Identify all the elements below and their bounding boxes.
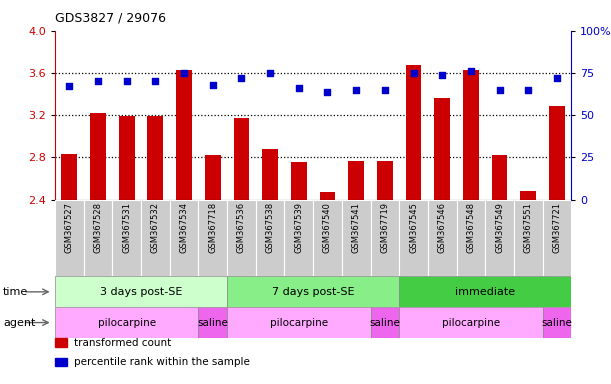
Point (351, 87, 361, 93)
Bar (55, 338, 67, 347)
Bar (147, 116, 163, 200)
Bar (291, 162, 307, 200)
Point (294, 85, 304, 91)
Point (437, 71, 447, 78)
Bar (84, 200, 112, 276)
Point (179, 70, 189, 76)
Bar (233, 118, 249, 200)
Bar (141, 200, 170, 276)
Bar (313, 200, 342, 276)
Bar (55, 358, 67, 366)
Text: GSM367541: GSM367541 (352, 202, 360, 253)
Text: immediate: immediate (455, 287, 515, 297)
Bar (399, 276, 571, 307)
Text: GSM367721: GSM367721 (552, 202, 562, 253)
Point (122, 78, 131, 84)
Text: GSM367546: GSM367546 (437, 202, 447, 253)
Bar (55, 200, 84, 276)
Text: pilocarpine: pilocarpine (442, 318, 500, 328)
Text: GSM367549: GSM367549 (495, 202, 504, 253)
Bar (227, 276, 399, 307)
Text: GSM367534: GSM367534 (180, 202, 189, 253)
Bar (320, 192, 335, 200)
Bar (492, 155, 508, 200)
Point (524, 87, 533, 93)
Text: 3 days post-SE: 3 days post-SE (100, 287, 182, 297)
Text: 7 days post-SE: 7 days post-SE (272, 287, 354, 297)
Text: pilocarpine: pilocarpine (98, 318, 156, 328)
Text: GSM367719: GSM367719 (380, 202, 389, 253)
Bar (262, 149, 278, 200)
Bar (62, 154, 77, 200)
Text: GSM367540: GSM367540 (323, 202, 332, 253)
Text: GSM367531: GSM367531 (122, 202, 131, 253)
Bar (428, 200, 456, 276)
Bar (377, 161, 393, 200)
Bar (434, 98, 450, 200)
Text: GSM367551: GSM367551 (524, 202, 533, 253)
Text: GSM367718: GSM367718 (208, 202, 218, 253)
Text: pilocarpine: pilocarpine (269, 318, 328, 328)
Bar (256, 200, 285, 276)
Bar (227, 307, 370, 338)
Point (495, 87, 505, 93)
Bar (285, 200, 313, 276)
Bar (55, 307, 199, 338)
Bar (521, 191, 536, 200)
Text: percentile rank within the sample: percentile rank within the sample (73, 357, 249, 367)
Bar (514, 200, 543, 276)
Text: saline: saline (370, 318, 400, 328)
Text: GSM367528: GSM367528 (93, 202, 103, 253)
Point (150, 78, 160, 84)
Text: GSM367536: GSM367536 (237, 202, 246, 253)
Text: GSM367545: GSM367545 (409, 202, 418, 253)
Text: time: time (3, 287, 28, 297)
Bar (55, 276, 227, 307)
Point (409, 70, 419, 76)
Bar (227, 200, 256, 276)
Bar (456, 200, 485, 276)
Bar (112, 200, 141, 276)
Point (380, 87, 390, 93)
Point (466, 68, 476, 74)
Text: saline: saline (197, 318, 228, 328)
Text: GDS3827 / 29076: GDS3827 / 29076 (55, 12, 166, 25)
Bar (199, 307, 227, 338)
Text: agent: agent (3, 318, 35, 328)
Bar (543, 307, 571, 338)
Bar (205, 155, 221, 200)
Bar (176, 70, 192, 200)
Text: GSM367527: GSM367527 (65, 202, 74, 253)
Point (208, 82, 218, 88)
Bar (119, 116, 134, 200)
Text: saline: saline (541, 318, 573, 328)
Text: transformed count: transformed count (73, 338, 171, 348)
Text: GSM367532: GSM367532 (151, 202, 160, 253)
Bar (549, 106, 565, 200)
Bar (342, 200, 370, 276)
Bar (485, 200, 514, 276)
Bar (370, 307, 399, 338)
Bar (199, 200, 227, 276)
Point (64, 83, 74, 89)
Text: GSM367538: GSM367538 (266, 202, 274, 253)
Bar (348, 161, 364, 200)
Point (323, 88, 332, 94)
Text: GSM367539: GSM367539 (295, 202, 303, 253)
Bar (170, 200, 199, 276)
Bar (543, 200, 571, 276)
Bar (463, 70, 479, 200)
Point (93, 78, 103, 84)
Bar (406, 65, 422, 200)
Bar (90, 113, 106, 200)
Bar (399, 307, 543, 338)
Bar (370, 200, 399, 276)
Point (265, 70, 275, 76)
Text: GSM367548: GSM367548 (466, 202, 475, 253)
Point (552, 75, 562, 81)
Point (236, 75, 246, 81)
Bar (399, 200, 428, 276)
